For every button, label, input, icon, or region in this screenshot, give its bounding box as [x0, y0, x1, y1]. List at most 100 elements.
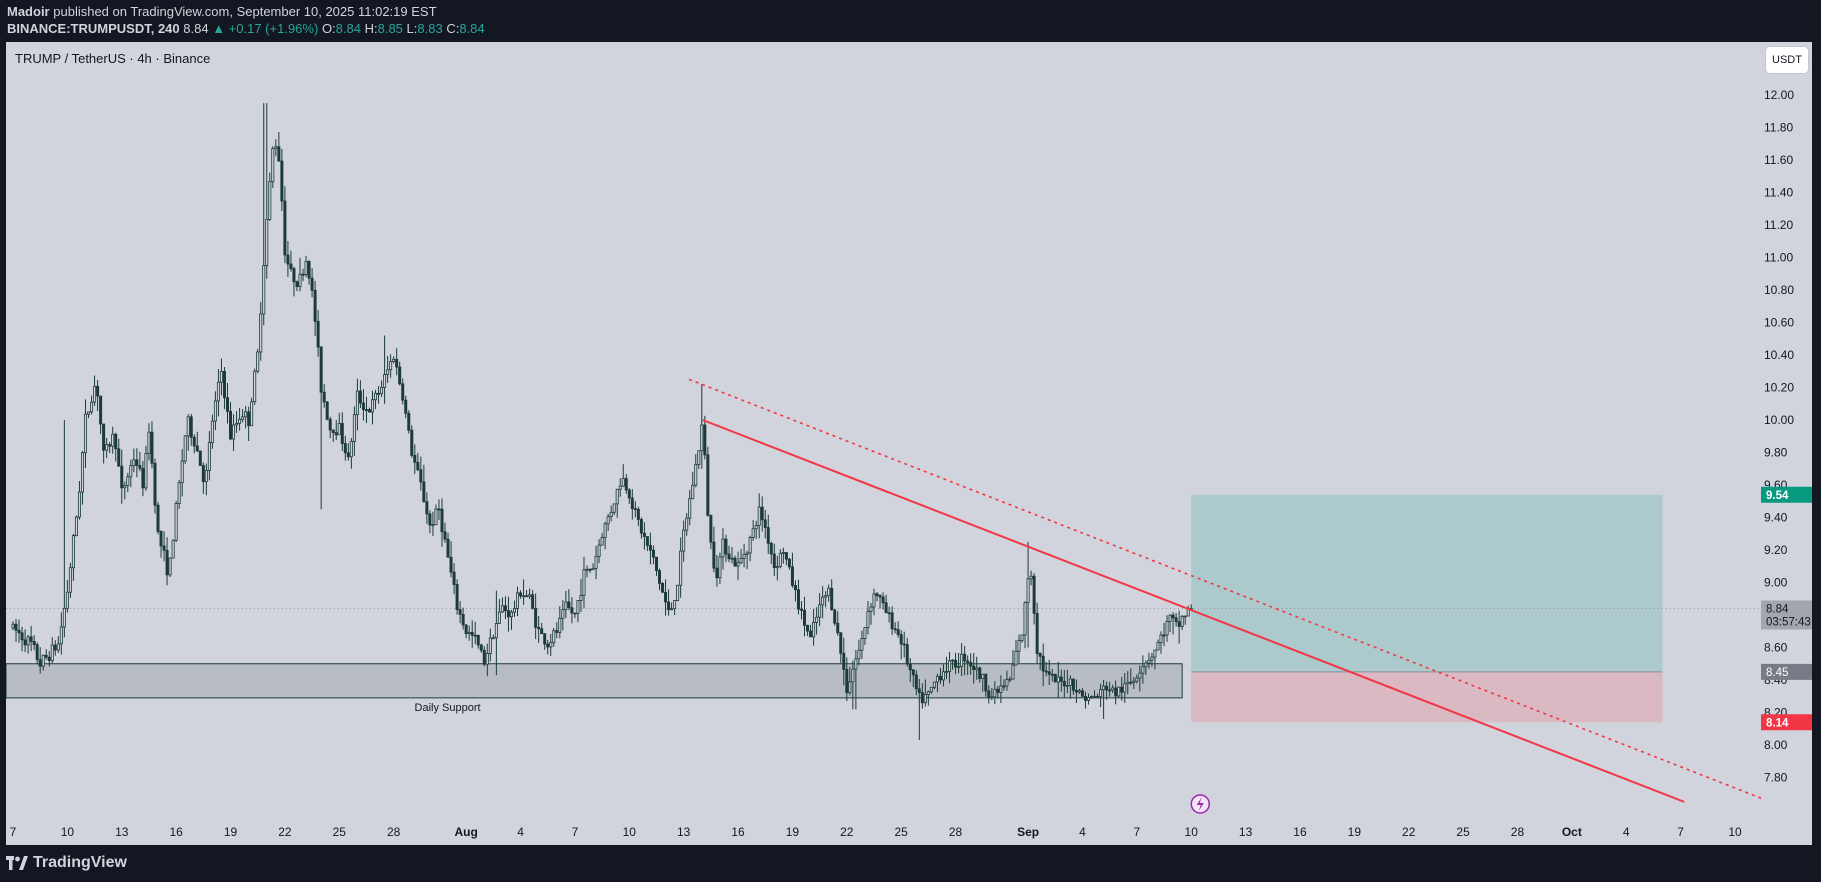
candle-body — [310, 277, 314, 291]
chart-area[interactable]: Daily Support7.808.008.208.408.608.809.0… — [6, 42, 1812, 845]
candle — [1183, 615, 1187, 625]
candle-body — [307, 260, 311, 279]
candle-body — [289, 263, 293, 270]
price-tick-label: 11.80 — [1764, 121, 1793, 135]
candle-body — [512, 608, 516, 613]
tradingview-logo[interactable]: TradingView — [6, 854, 127, 872]
candle — [525, 590, 529, 598]
author-name[interactable]: Madoir — [7, 4, 50, 19]
candle-body — [87, 411, 91, 415]
candle-body — [815, 616, 819, 623]
candle — [229, 401, 233, 441]
candle — [594, 545, 598, 580]
time-tick-label: 7 — [10, 825, 17, 839]
candle — [298, 257, 302, 292]
candle-body — [56, 643, 60, 651]
candle-body — [322, 391, 326, 403]
stop-zone — [1191, 671, 1663, 723]
candle-body — [189, 416, 193, 438]
candle — [685, 513, 689, 536]
price-badge-stop: 8.14 — [1761, 714, 1812, 731]
candle — [65, 580, 69, 613]
price-badge-bg — [1761, 600, 1812, 617]
currency-button[interactable]: USDT — [1766, 47, 1808, 73]
low-label: L: — [406, 21, 418, 36]
price-tick-label: 12.00 — [1764, 88, 1794, 102]
candle — [733, 555, 737, 567]
time-tick-label: 25 — [895, 825, 909, 839]
candle — [522, 579, 526, 605]
candle — [322, 384, 326, 408]
candle — [579, 579, 583, 612]
price-tick-label: 9.20 — [1764, 543, 1788, 557]
candle — [213, 391, 217, 431]
candle-body — [639, 519, 643, 534]
candle-body — [624, 478, 628, 491]
candle — [1147, 652, 1151, 669]
candle — [358, 380, 362, 409]
candle-body — [132, 459, 136, 466]
candle — [754, 520, 758, 539]
candle-body — [745, 552, 749, 555]
time-tick-label: Sep — [1017, 825, 1039, 839]
candle-body — [71, 535, 75, 569]
candle-body — [899, 634, 903, 645]
candle-body — [549, 642, 553, 648]
candle — [334, 419, 338, 441]
candle-body — [364, 409, 368, 412]
candle-body — [337, 422, 341, 436]
candle-body — [298, 273, 302, 287]
candle-body — [171, 539, 175, 559]
candle — [1153, 649, 1157, 670]
publish-header: Madoir published on TradingView.com, Sep… — [0, 0, 1821, 42]
candle — [503, 596, 507, 619]
candle-body — [1086, 697, 1090, 701]
candle-body — [887, 612, 891, 615]
candle-body — [540, 628, 544, 635]
candle — [688, 489, 692, 526]
candle-body — [295, 281, 299, 287]
time-axis-ticks: 7 10 13 16 19 22 25 28 Aug 4 7 10 13 16 19 22 25 28 Sep 4 7 1… — [10, 825, 1742, 839]
candle-body — [821, 596, 825, 606]
candle — [380, 380, 384, 397]
candle — [87, 411, 91, 419]
candle — [476, 634, 480, 649]
candle-body — [99, 395, 103, 425]
candle-body — [473, 634, 477, 637]
candle — [346, 443, 350, 461]
candle — [222, 366, 226, 410]
candle — [588, 568, 592, 574]
candle-body — [1102, 685, 1106, 691]
candle-body — [398, 366, 402, 385]
candle-body — [392, 358, 396, 363]
price-badge-entry: 8.45 — [1761, 663, 1812, 680]
candle — [434, 504, 438, 526]
candle — [748, 535, 752, 562]
candle-body — [135, 459, 139, 466]
time-tick-label: 25 — [1456, 825, 1470, 839]
candle-body — [591, 567, 595, 571]
candle — [328, 416, 332, 439]
candle-body — [361, 402, 365, 411]
candle — [277, 132, 281, 162]
candle-body — [929, 686, 933, 693]
price-chart[interactable]: Daily Support7.808.008.208.408.608.809.0… — [6, 42, 1812, 845]
candle-body — [1002, 685, 1006, 688]
lightning-icon[interactable] — [1190, 794, 1211, 814]
candle — [990, 688, 994, 701]
candle — [651, 545, 655, 565]
candle-body — [926, 691, 930, 695]
candle — [1105, 681, 1109, 700]
candle — [1162, 622, 1166, 647]
price-badge-bg — [1761, 613, 1812, 630]
candle-body — [277, 146, 281, 162]
candle — [419, 456, 423, 491]
candle-body — [17, 629, 21, 634]
candle-body — [29, 636, 33, 642]
candle-body — [978, 667, 982, 679]
candle-body — [833, 609, 837, 624]
candle-body — [470, 631, 474, 636]
candle-body — [425, 501, 429, 515]
candle — [156, 501, 160, 535]
candle-body — [334, 432, 338, 436]
